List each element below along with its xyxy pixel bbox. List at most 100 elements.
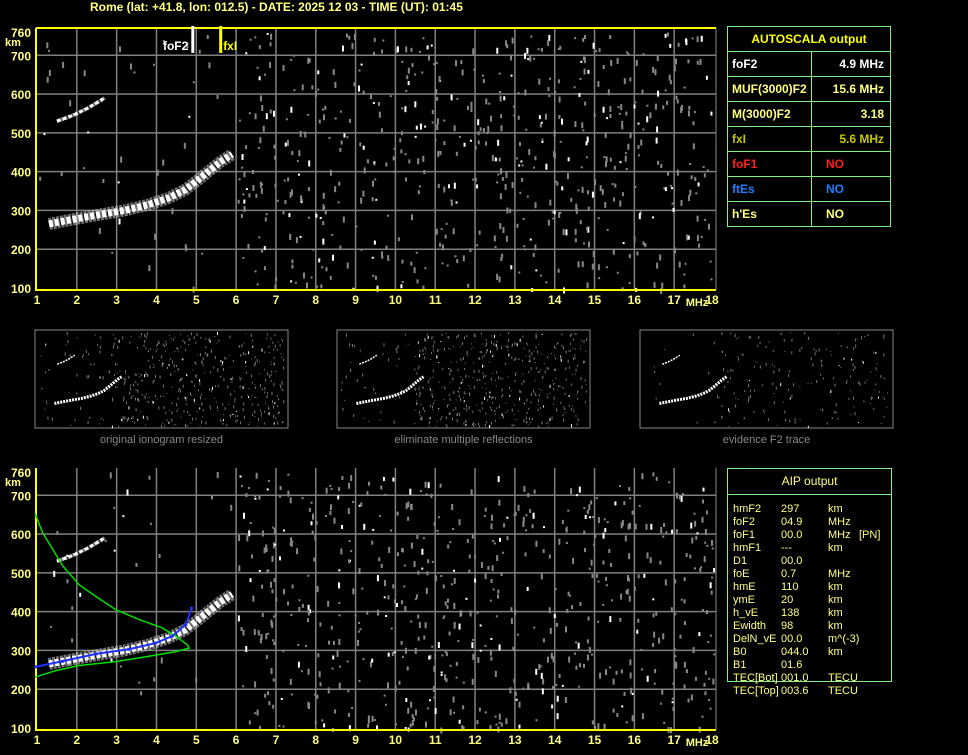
thumbnail-noise bbox=[202, 357, 204, 361]
thumbnail-noise bbox=[100, 336, 102, 339]
noise-dot bbox=[583, 530, 586, 535]
noise-dot bbox=[416, 534, 419, 539]
noise-dot bbox=[69, 100, 72, 107]
thumbnail-noise bbox=[446, 424, 448, 428]
thumbnail-noise bbox=[837, 417, 839, 420]
thumbnail-noise bbox=[274, 344, 276, 348]
noise-dot bbox=[538, 663, 541, 670]
noise-dot bbox=[587, 616, 590, 621]
thumbnail-noise bbox=[473, 422, 475, 425]
noise-dot bbox=[694, 567, 697, 570]
noise-dot bbox=[297, 661, 300, 668]
noise-dot bbox=[678, 261, 681, 268]
noise-dot bbox=[544, 113, 547, 120]
thumbnail-noise bbox=[88, 375, 90, 379]
thumbnail-noise bbox=[99, 345, 101, 349]
thumbnail-noise bbox=[228, 403, 230, 405]
thumbnail-frame bbox=[34, 329, 289, 429]
f2-trace-point bbox=[60, 659, 64, 663]
noise-dot bbox=[558, 673, 561, 678]
noise-dot bbox=[414, 73, 417, 76]
noise-dot bbox=[575, 665, 578, 670]
thumbnail-noise bbox=[266, 337, 268, 339]
thumbnail-noise bbox=[575, 394, 577, 396]
thumbnail-noise bbox=[863, 336, 865, 338]
noise-dot bbox=[533, 626, 536, 629]
noise-dot bbox=[526, 47, 529, 54]
x-tick-label: 3 bbox=[113, 293, 120, 307]
thumbnail-noise bbox=[254, 356, 256, 358]
noise-dot bbox=[537, 48, 540, 51]
noise-dot bbox=[628, 254, 631, 259]
noise-dot bbox=[138, 681, 141, 684]
aip-unit: km bbox=[828, 607, 843, 619]
noise-dot bbox=[502, 227, 505, 234]
noise-dot bbox=[625, 589, 628, 594]
x-tick-label: 9 bbox=[352, 293, 359, 307]
autoscala-value: NO bbox=[811, 151, 891, 177]
noise-dot bbox=[439, 150, 442, 155]
thumbnail-noise bbox=[160, 395, 162, 398]
thumbnail-noise bbox=[450, 361, 452, 363]
noise-dot bbox=[284, 142, 287, 147]
noise-dot bbox=[341, 524, 344, 529]
thumbnail-noise bbox=[147, 359, 149, 362]
noise-dot bbox=[130, 63, 133, 70]
noise-dot bbox=[406, 75, 409, 80]
thumbnail-noise bbox=[585, 401, 587, 404]
noise-dot bbox=[535, 668, 538, 675]
thumbnail-noise bbox=[500, 377, 502, 380]
thumbnail-noise bbox=[423, 410, 425, 413]
thumbnail-noise bbox=[511, 408, 513, 412]
noise-dot bbox=[474, 177, 477, 182]
noise-dot bbox=[285, 118, 288, 121]
thumbnail-noise bbox=[440, 341, 442, 343]
thumbnail-noise bbox=[251, 381, 253, 384]
thumbnail-noise bbox=[537, 399, 539, 403]
aip-row: hmE 110 km bbox=[733, 581, 893, 594]
noise-dot bbox=[468, 569, 471, 574]
noise-dot bbox=[433, 696, 436, 699]
noise-dot bbox=[382, 476, 385, 481]
noise-dot bbox=[272, 542, 275, 549]
noise-dot bbox=[709, 707, 712, 710]
aip-row: B1 01.6 bbox=[733, 659, 893, 672]
aip-title: AIP output bbox=[728, 469, 891, 495]
noise-dot bbox=[343, 133, 346, 138]
noise-dot bbox=[529, 238, 532, 241]
thumbnail-noise bbox=[772, 349, 774, 352]
thumbnail-noise bbox=[535, 336, 537, 339]
f2-trace-point bbox=[127, 647, 131, 651]
noise-dot bbox=[581, 186, 584, 193]
noise-dot bbox=[548, 34, 551, 41]
thumbnail-noise bbox=[538, 371, 540, 374]
noise-dot bbox=[579, 602, 582, 607]
thumbnail-noise bbox=[541, 333, 543, 335]
thumbnail-noise bbox=[498, 405, 500, 409]
thumbnail-noise bbox=[202, 365, 204, 367]
noise-dot bbox=[701, 609, 704, 612]
thumbnail-noise bbox=[152, 380, 154, 384]
thumbnail-noise bbox=[485, 374, 487, 377]
thumbnail-noise bbox=[486, 349, 488, 351]
thumbnail-noise bbox=[528, 407, 530, 410]
noise-dot bbox=[609, 157, 612, 162]
thumbnail-noise bbox=[831, 354, 833, 356]
noise-dot bbox=[258, 236, 261, 239]
thumbnail-noise bbox=[264, 410, 266, 413]
thumbnail-noise bbox=[556, 343, 558, 345]
noise-dot bbox=[414, 598, 417, 601]
thumbnail-noise bbox=[418, 386, 420, 388]
noise-dot bbox=[689, 189, 692, 196]
noise-dot bbox=[216, 472, 219, 479]
noise-dot bbox=[619, 200, 622, 207]
thumbnail-noise bbox=[223, 414, 225, 416]
noise-dot bbox=[135, 562, 138, 567]
thumbnail-noise bbox=[414, 387, 416, 391]
noise-dot bbox=[440, 228, 443, 231]
f2-trace-point bbox=[94, 652, 98, 656]
thumbnail-noise bbox=[569, 342, 571, 345]
thumbnail-noise bbox=[382, 353, 384, 356]
noise-dot bbox=[698, 243, 701, 248]
thumbnail-noise bbox=[206, 353, 208, 357]
